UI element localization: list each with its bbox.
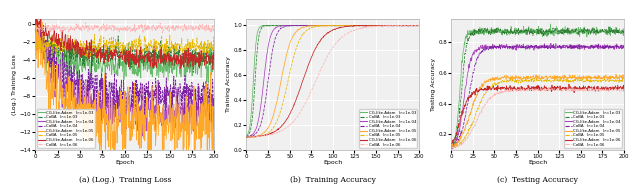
Text: (c)  Testing Accuracy: (c) Testing Accuracy (497, 176, 578, 184)
Y-axis label: Training Accuracy: Training Accuracy (226, 56, 230, 113)
Text: (b)  Training Accuracy: (b) Training Accuracy (290, 176, 376, 184)
Legend: CG-like-Adam   lr=1e-03, CoBA   lr=1e-03, CG-like-Adam   lr=1e-04, CoBA   lr=1e-: CG-like-Adam lr=1e-03, CoBA lr=1e-03, CG… (564, 109, 622, 148)
Text: (a) (Log.)  Training Loss: (a) (Log.) Training Loss (79, 176, 171, 184)
X-axis label: Epoch: Epoch (323, 160, 342, 165)
Legend: CG-like-Adam   lr=1e-03, CoBA   lr=1e-03, CG-like-Adam   lr=1e-04, CoBA   lr=1e-: CG-like-Adam lr=1e-03, CoBA lr=1e-03, CG… (37, 109, 95, 148)
Y-axis label: (Log.) Training Loss: (Log.) Training Loss (12, 54, 17, 115)
X-axis label: Epoch: Epoch (528, 160, 547, 165)
X-axis label: Epoch: Epoch (115, 160, 134, 165)
Legend: CG-like-Adam   lr=1e-03, CoBA   lr=1e-03, CG-like-Adam   lr=1e-04, CoBA   lr=1e-: CG-like-Adam lr=1e-03, CoBA lr=1e-03, CG… (359, 109, 417, 148)
Y-axis label: Testing Accuracy: Testing Accuracy (431, 58, 435, 111)
